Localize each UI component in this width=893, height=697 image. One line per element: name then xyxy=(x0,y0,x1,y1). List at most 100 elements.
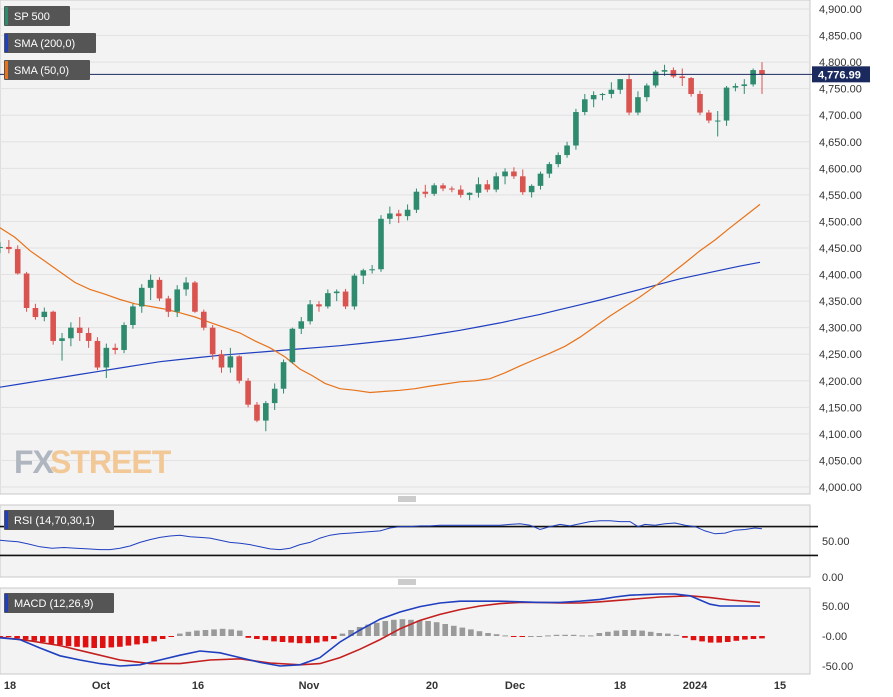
candle-body xyxy=(599,93,606,96)
macd-histogram-bar xyxy=(262,636,269,641)
candle-body xyxy=(236,356,243,381)
candle-body xyxy=(14,249,21,274)
macd-histogram-bar xyxy=(570,634,577,636)
macd-y-ticks: -50.00 -0.00 50.00 xyxy=(822,601,853,673)
macd-resize-handle[interactable] xyxy=(398,579,416,585)
macd-histogram-bar xyxy=(373,622,380,636)
candles xyxy=(0,62,765,432)
candle xyxy=(440,183,446,192)
y-tick-label: 4,400.00 xyxy=(819,270,862,282)
candle xyxy=(378,215,384,272)
macd-histogram-bar xyxy=(707,636,714,643)
candle xyxy=(6,240,12,254)
candle-body xyxy=(254,404,260,421)
last-price-badge xyxy=(812,66,870,83)
candle xyxy=(130,303,136,329)
macd-histogram-bar xyxy=(142,636,149,644)
candle-body xyxy=(130,306,136,326)
candle xyxy=(679,68,686,87)
candle xyxy=(59,332,65,361)
candle xyxy=(431,183,437,196)
candle xyxy=(422,184,429,198)
candle-body xyxy=(573,112,579,146)
x-tick-label: 20 xyxy=(426,680,438,692)
macd-histogram-bar xyxy=(716,636,722,643)
candle xyxy=(50,310,56,345)
candle-body xyxy=(147,279,154,288)
macd-histogram-bar xyxy=(742,636,748,640)
candle-body xyxy=(23,273,30,309)
macd-histogram-bar xyxy=(647,631,654,636)
legend-sma200: SMA (200,0) xyxy=(4,33,96,53)
rsi-resize-handle[interactable] xyxy=(398,496,416,502)
candle xyxy=(165,295,172,318)
x-tick-label: Oct xyxy=(92,680,111,692)
candle xyxy=(325,289,331,309)
candle-body xyxy=(404,209,411,217)
candle-body xyxy=(333,291,340,294)
y-tick-label: 4,350.00 xyxy=(819,296,862,308)
macd-histogram-bar xyxy=(365,624,371,636)
candle-body xyxy=(121,325,127,350)
candle xyxy=(741,79,748,94)
candle-body xyxy=(94,340,101,368)
candle xyxy=(723,86,730,126)
candle xyxy=(688,76,694,97)
macd-histogram-bar xyxy=(125,636,132,646)
macd-histogram-bar xyxy=(91,636,97,648)
candle xyxy=(732,83,739,92)
candle xyxy=(271,383,278,410)
candle xyxy=(750,68,756,87)
macd-histogram-bar xyxy=(339,633,346,636)
candle xyxy=(156,277,163,302)
sma200-line xyxy=(0,261,761,388)
macd-histogram-bar xyxy=(271,636,277,642)
candle-body xyxy=(590,95,597,100)
sma50-path xyxy=(0,203,761,394)
y-tick-label: 4,000.00 xyxy=(819,482,862,494)
macd-histogram-bar xyxy=(31,636,38,641)
candle xyxy=(192,280,198,313)
candle xyxy=(14,245,21,275)
candle xyxy=(546,161,553,178)
macd-histogram-bar xyxy=(185,631,192,636)
macd-histogram-bar xyxy=(630,630,637,636)
candle xyxy=(466,192,473,201)
candle xyxy=(599,92,606,101)
macd-histogram-bar xyxy=(202,630,209,636)
candle-body xyxy=(76,327,83,333)
macd-histogram-bar xyxy=(408,619,414,636)
candle-body xyxy=(706,112,712,121)
macd-histogram xyxy=(0,619,765,648)
macd-histogram-bar xyxy=(510,636,517,637)
y-tick-label: 4,250.00 xyxy=(819,349,862,361)
macd-histogram-bar xyxy=(699,636,705,642)
sma200-path xyxy=(0,261,761,388)
candle xyxy=(209,325,216,360)
candle-body xyxy=(165,298,172,312)
x-axis: 18 Oct 16 Nov 20 Dec 18 2024 15 xyxy=(4,680,786,692)
macd-histogram-bar xyxy=(40,636,46,642)
x-tick-label: Nov xyxy=(299,680,321,692)
macd-histogram-bar xyxy=(733,636,740,641)
candle xyxy=(475,177,482,198)
macd-histogram-bar xyxy=(562,634,568,636)
legend-macd-label: MACD (12,26,9) xyxy=(14,598,93,610)
macd-histogram-bar xyxy=(468,629,474,636)
x-tick-label: 18 xyxy=(614,680,626,692)
candle-body xyxy=(138,287,145,307)
macd-histogram-bar xyxy=(579,635,586,637)
logo-fx: FX xyxy=(14,444,55,480)
macd-histogram-bar xyxy=(288,636,294,643)
candle-body xyxy=(608,89,615,94)
macd-histogram-bar xyxy=(442,624,449,636)
candle xyxy=(360,268,367,285)
candle-body xyxy=(395,213,402,217)
candle-body xyxy=(68,327,74,339)
candle xyxy=(316,301,322,312)
macd-histogram-bar xyxy=(433,622,440,636)
macd-histogram-bar xyxy=(151,636,157,642)
legend-sma50: SMA (50,0) xyxy=(4,60,90,80)
candle xyxy=(564,141,570,158)
candle xyxy=(94,337,101,371)
